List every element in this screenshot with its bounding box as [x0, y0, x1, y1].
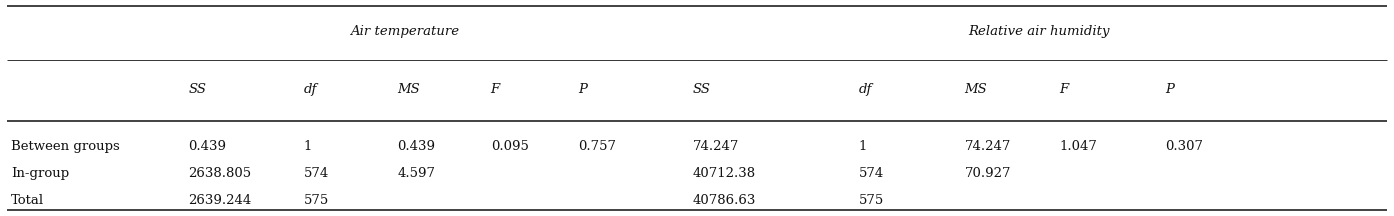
Text: df: df [304, 83, 318, 96]
Text: MS: MS [397, 83, 420, 96]
Text: SS: SS [693, 83, 711, 96]
Text: 70.927: 70.927 [965, 167, 1011, 180]
Text: F: F [491, 83, 500, 96]
Text: 40712.38: 40712.38 [693, 167, 756, 180]
Text: 575: 575 [304, 194, 329, 207]
Text: 574: 574 [859, 167, 884, 180]
Text: df: df [859, 83, 873, 96]
Text: SS: SS [188, 83, 206, 96]
Text: Total: Total [11, 194, 45, 207]
Text: 0.439: 0.439 [188, 140, 226, 153]
Text: 74.247: 74.247 [693, 140, 739, 153]
Text: 0.439: 0.439 [397, 140, 435, 153]
Text: 0.757: 0.757 [579, 140, 616, 153]
Text: Between groups: Between groups [11, 140, 120, 153]
Text: 0.095: 0.095 [491, 140, 528, 153]
Text: 2639.244: 2639.244 [188, 194, 251, 207]
Text: 74.247: 74.247 [965, 140, 1011, 153]
Text: 1: 1 [304, 140, 312, 153]
Text: 2638.805: 2638.805 [188, 167, 251, 180]
Text: In-group: In-group [11, 167, 70, 180]
Text: P: P [579, 83, 587, 96]
Text: MS: MS [965, 83, 987, 96]
Text: 574: 574 [304, 167, 329, 180]
Text: 1.047: 1.047 [1059, 140, 1097, 153]
Text: Air temperature: Air temperature [350, 25, 459, 38]
Text: F: F [1059, 83, 1069, 96]
Text: 4.597: 4.597 [397, 167, 435, 180]
Text: 40786.63: 40786.63 [693, 194, 756, 207]
Text: 575: 575 [859, 194, 884, 207]
Text: Relative air humidity: Relative air humidity [967, 25, 1110, 38]
Text: 0.307: 0.307 [1165, 140, 1203, 153]
Text: P: P [1165, 83, 1174, 96]
Text: 1: 1 [859, 140, 867, 153]
